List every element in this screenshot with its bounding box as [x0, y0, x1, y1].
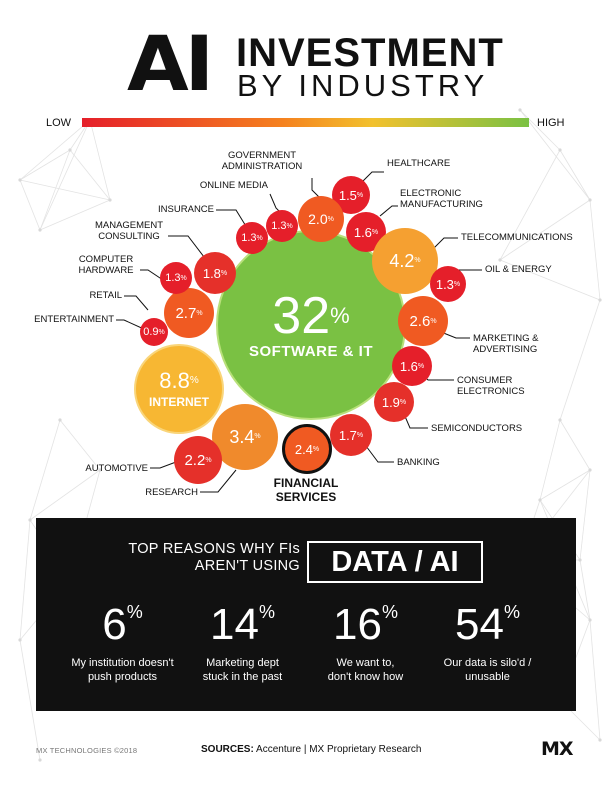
label-retail: RETAIL	[89, 290, 122, 301]
label-government-administration: GOVERNMENT ADMINISTRATION	[221, 150, 303, 172]
bubble-banking: 1.7%	[330, 414, 372, 456]
reasons-panel	[36, 518, 576, 711]
bubble-automotive: 2.2%	[174, 436, 222, 484]
reason-stat-4: 54% Our data is silo'd / unusable	[443, 600, 532, 684]
title-line-2: BY INDUSTRY	[237, 68, 489, 103]
title-line-1: INVESTMENT	[236, 31, 504, 75]
label-oil-energy: OIL & ENERGY	[485, 264, 552, 275]
mx-logo: MX	[541, 738, 574, 760]
bubble-online-media: 1.3%	[266, 210, 298, 242]
label-online-media: ONLINE MEDIA	[199, 180, 268, 191]
bubble-financial-services: 2.4%	[282, 424, 332, 474]
label-banking: BANKING	[397, 457, 440, 468]
reasons-heading: TOP REASONS WHY FIs AREN'T USING	[128, 541, 300, 574]
sources: SOURCES: Accenture | MX Proprietary Rese…	[201, 744, 422, 755]
label-electronic-manufacturing: ELECTRONIC MANUFACTURING	[400, 188, 483, 210]
software-it-label: SOFTWARE & IT	[249, 342, 373, 360]
label-telecommunications: TELECOMMUNICATIONS	[461, 232, 573, 243]
bubble-internet: 8.8% INTERNET	[134, 344, 224, 434]
label-computer-hardware: COMPUTER HARDWARE	[78, 254, 134, 276]
label-marketing-advertising: MARKETING & ADVERTISING	[473, 333, 539, 355]
label-healthcare: HEALTHCARE	[387, 158, 451, 169]
label-automotive: AUTOMOTIVE	[85, 463, 148, 474]
internet-label: INTERNET	[149, 394, 209, 409]
investment-scale-bar	[82, 118, 529, 127]
software-it-value: 32%	[272, 286, 350, 345]
label-consumer-electronics: CONSUMER ELECTRONICS	[457, 375, 525, 397]
label-management-consulting: MANAGEMENT CONSULTING	[94, 220, 164, 242]
bubble-retail: 2.7%	[164, 288, 214, 338]
label-research: RESEARCH	[145, 487, 198, 498]
label-entertainment: ENTERTAINMENT	[34, 314, 114, 325]
bubble-consumer-electronics: 1.6%	[392, 346, 432, 386]
bubble-oil-energy: 1.3%	[430, 266, 466, 302]
reason-stat-2: 14% Marketing dept stuck in the past	[202, 600, 283, 684]
data-ai-highlight: DATA / AI	[307, 541, 483, 583]
bubble-marketing-advertising: 2.6%	[398, 296, 448, 346]
reason-stat-1: 6% My institution doesn't push products	[71, 600, 174, 684]
bubble-computer-hardware: 1.3%	[160, 262, 192, 294]
label-insurance: INSURANCE	[158, 204, 214, 215]
bubble-semiconductors: 1.9%	[374, 382, 414, 422]
scale-low-label: LOW	[46, 117, 72, 129]
reason-stat-3: 16% We want to, don't know how	[327, 600, 404, 684]
label-semiconductors: SEMICONDUCTORS	[431, 423, 523, 434]
copyright: MX TECHNOLOGIES ©2018	[36, 746, 138, 755]
bubble-telecommunications: 4.2%	[372, 228, 438, 294]
bubble-insurance: 1.3%	[236, 222, 268, 254]
label-financial-services: FINANCIAL SERVICES	[273, 476, 339, 504]
bubble-management-consulting: 1.8%	[194, 252, 236, 294]
title-ai: AI	[127, 19, 214, 108]
bubble-government-administration: 2.0%	[298, 196, 344, 242]
bubble-entertainment: 0.9%	[140, 318, 168, 346]
bubble-research: 3.4%	[212, 404, 278, 470]
scale-high-label: HIGH	[537, 117, 565, 129]
